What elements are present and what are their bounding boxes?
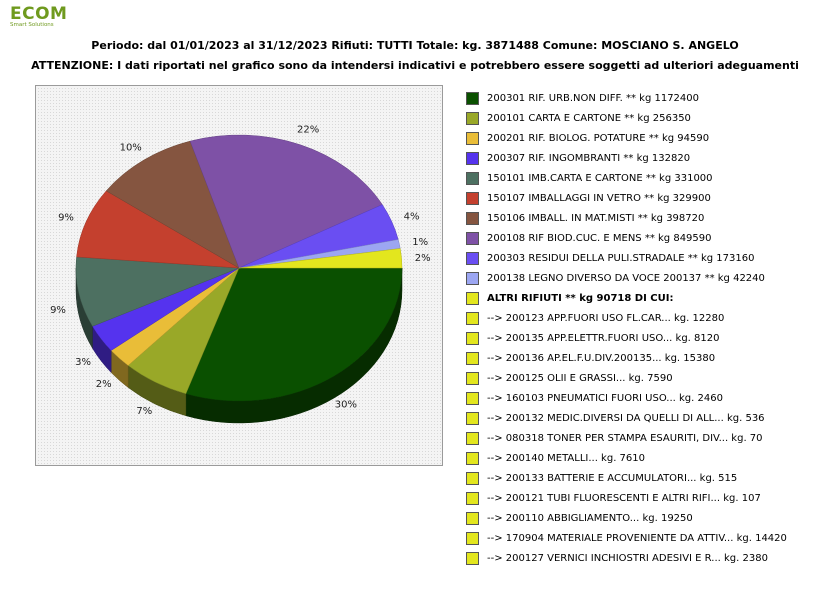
- pie-pct-label-6: 10%: [120, 142, 142, 153]
- legend-swatch: [466, 272, 479, 285]
- legend-item-1: 200101 CARTA E CARTONE ** kg 256350: [466, 110, 826, 130]
- legend-sub-item-7: --> 200140 METALLI... kg. 7610: [466, 450, 826, 470]
- legend-label: --> 200121 TUBI FLUORESCENTI E ALTRI RIF…: [487, 493, 761, 504]
- legend-label: 200201 RIF. BIOLOG. POTATURE ** kg 94590: [487, 133, 710, 144]
- legend-swatch: [466, 492, 479, 505]
- legend-swatch: [466, 292, 479, 305]
- legend-swatch: [466, 552, 479, 565]
- legend-label: 200138 LEGNO DIVERSO DA VOCE 200137 ** k…: [487, 273, 765, 284]
- pie-pct-label-4: 9%: [50, 305, 66, 316]
- legend-label: --> 200125 OLII E GRASSI... kg. 7590: [487, 373, 673, 384]
- ecom-logo: ECOM Smart Solutions: [10, 6, 100, 30]
- legend-swatch: [466, 212, 479, 225]
- pie-pct-label-9: 1%: [412, 237, 428, 248]
- legend-label: 150107 IMBALLAGGI IN VETRO ** kg 329900: [487, 193, 711, 204]
- legend-label: --> 200132 MEDIC.DIVERSI DA QUELLI DI AL…: [487, 413, 765, 424]
- pie-pct-label-5: 9%: [58, 212, 74, 223]
- legend-label: 200307 RIF. INGOMBRANTI ** kg 132820: [487, 153, 691, 164]
- legend-swatch: [466, 352, 479, 365]
- pie-slice-10: [238, 248, 403, 269]
- legend-sub-item-4: --> 160103 PNEUMATICI FUORI USO... kg. 2…: [466, 390, 826, 410]
- legend-item-10: ALTRI RIFIUTI ** kg 90718 DI CUI:: [466, 290, 826, 310]
- legend-swatch: [466, 312, 479, 325]
- legend-label: --> 200110 ABBIGLIAMENTO... kg. 19250: [487, 513, 693, 524]
- legend-label: 150106 IMBALL. IN MAT.MISTI ** kg 398720: [487, 213, 705, 224]
- legend-sub-item-9: --> 200121 TUBI FLUORESCENTI E ALTRI RIF…: [466, 490, 826, 510]
- pie-pct-label-1: 7%: [136, 406, 152, 417]
- legend-swatch: [466, 472, 479, 485]
- legend-label: --> 160103 PNEUMATICI FUORI USO... kg. 2…: [487, 393, 723, 404]
- legend-swatch: [466, 512, 479, 525]
- legend-swatch: [466, 432, 479, 445]
- legend-swatch: [466, 452, 479, 465]
- legend-swatch: [466, 332, 479, 345]
- legend-sub-item-5: --> 200132 MEDIC.DIVERSI DA QUELLI DI AL…: [466, 410, 826, 430]
- legend-swatch: [466, 532, 479, 545]
- legend-item-5: 150107 IMBALLAGGI IN VETRO ** kg 329900: [466, 190, 826, 210]
- pie-chart: 30% 7% 2% 3% 9% 9% 10% 22% 4% 1% 2%: [35, 85, 443, 466]
- pie-pct-label-8: 4%: [404, 212, 420, 223]
- legend-swatch: [466, 92, 479, 105]
- legend-sub-item-10: --> 200110 ABBIGLIAMENTO... kg. 19250: [466, 510, 826, 530]
- legend-label: 200303 RESIDUI DELLA PULI.STRADALE ** kg…: [487, 253, 755, 264]
- legend-swatch: [466, 192, 479, 205]
- legend-swatch: [466, 372, 479, 385]
- pie-pct-label-7: 22%: [297, 125, 319, 136]
- logo-wordmark: ECOM: [10, 4, 68, 24]
- legend-label: 200301 RIF. URB.NON DIFF. ** kg 1172400: [487, 93, 700, 104]
- chart-legend: 200301 RIF. URB.NON DIFF. ** kg 1172400 2…: [466, 90, 826, 570]
- legend-sub-item-0: --> 200123 APP.FUORI USO FL.CAR... kg. 1…: [466, 310, 826, 330]
- legend-swatch: [466, 392, 479, 405]
- legend-label: --> 200123 APP.FUORI USO FL.CAR... kg. 1…: [487, 313, 725, 324]
- legend-sub-item-8: --> 200133 BATTERIE E ACCUMULATORI... kg…: [466, 470, 826, 490]
- pie-slice-5: [76, 190, 240, 269]
- legend-sub-item-3: --> 200125 OLII E GRASSI... kg. 7590: [466, 370, 826, 390]
- legend-item-7: 200108 RIF BIOD.CUC. E MENS ** kg 849590: [466, 230, 826, 250]
- legend-sub-item-12: --> 200127 VERNICI INCHIOSTRI ADESIVI E …: [466, 550, 826, 570]
- legend-label: 150101 IMB.CARTA E CARTONE ** kg 331000: [487, 173, 713, 184]
- period-summary: Periodo: dal 01/01/2023 al 31/12/2023 Ri…: [91, 39, 739, 52]
- pie-slice-7: [189, 134, 383, 269]
- legend-sub-item-2: --> 200136 AP.EL.F.U.DIV.200135... kg. 1…: [466, 350, 826, 370]
- legend-swatch: [466, 412, 479, 425]
- legend-sub-item-1: --> 200135 APP.ELETTR.FUORI USO... kg. 8…: [466, 330, 826, 350]
- legend-swatch: [466, 252, 479, 265]
- legend-sub-item-11: --> 170904 MATERIALE PROVENIENTE DA ATTI…: [466, 530, 826, 550]
- pie-slice-6: [105, 140, 240, 269]
- pie-slice-4: [75, 256, 240, 327]
- pie-pct-label-3: 3%: [75, 357, 91, 368]
- legend-item-9: 200138 LEGNO DIVERSO DA VOCE 200137 ** k…: [466, 270, 826, 290]
- legend-label: --> 200133 BATTERIE E ACCUMULATORI... kg…: [487, 473, 738, 484]
- legend-label: --> 170904 MATERIALE PROVENIENTE DA ATTI…: [487, 533, 787, 544]
- legend-item-3: 200307 RIF. INGOMBRANTI ** kg 132820: [466, 150, 826, 170]
- legend-sub-item-6: --> 080318 TONER PER STAMPA ESAURITI, DI…: [466, 430, 826, 450]
- legend-swatch: [466, 232, 479, 245]
- legend-label: --> 200136 AP.EL.F.U.DIV.200135... kg. 1…: [487, 353, 716, 364]
- legend-item-2: 200201 RIF. BIOLOG. POTATURE ** kg 94590: [466, 130, 826, 150]
- pie-slice-0: [185, 267, 403, 402]
- legend-label: --> 200127 VERNICI INCHIOSTRI ADESIVI E …: [487, 553, 768, 564]
- legend-label: ALTRI RIFIUTI ** kg 90718 DI CUI:: [487, 293, 674, 304]
- pie-pct-label-2: 2%: [96, 379, 112, 390]
- legend-item-4: 150101 IMB.CARTA E CARTONE ** kg 331000: [466, 170, 826, 190]
- legend-item-6: 150106 IMBALL. IN MAT.MISTI ** kg 398720: [466, 210, 826, 230]
- legend-swatch: [466, 152, 479, 165]
- legend-swatch: [466, 172, 479, 185]
- legend-label: 200101 CARTA E CARTONE ** kg 256350: [487, 113, 691, 124]
- legend-label: 200108 RIF BIOD.CUC. E MENS ** kg 849590: [487, 233, 712, 244]
- legend-item-0: 200301 RIF. URB.NON DIFF. ** kg 1172400: [466, 90, 826, 110]
- pie-pct-label-0: 30%: [335, 400, 357, 411]
- legend-label: --> 200135 APP.ELETTR.FUORI USO... kg. 8…: [487, 333, 720, 344]
- legend-item-8: 200303 RESIDUI DELLA PULI.STRADALE ** kg…: [466, 250, 826, 270]
- legend-label: --> 200140 METALLI... kg. 7610: [487, 453, 645, 464]
- data-notice: ATTENZIONE: I dati riportati nel grafico…: [31, 59, 799, 72]
- legend-swatch: [466, 132, 479, 145]
- pie-pct-label-10: 2%: [415, 253, 431, 264]
- legend-swatch: [466, 112, 479, 125]
- logo-tagline: Smart Solutions: [10, 22, 54, 28]
- legend-label: --> 080318 TONER PER STAMPA ESAURITI, DI…: [487, 433, 763, 444]
